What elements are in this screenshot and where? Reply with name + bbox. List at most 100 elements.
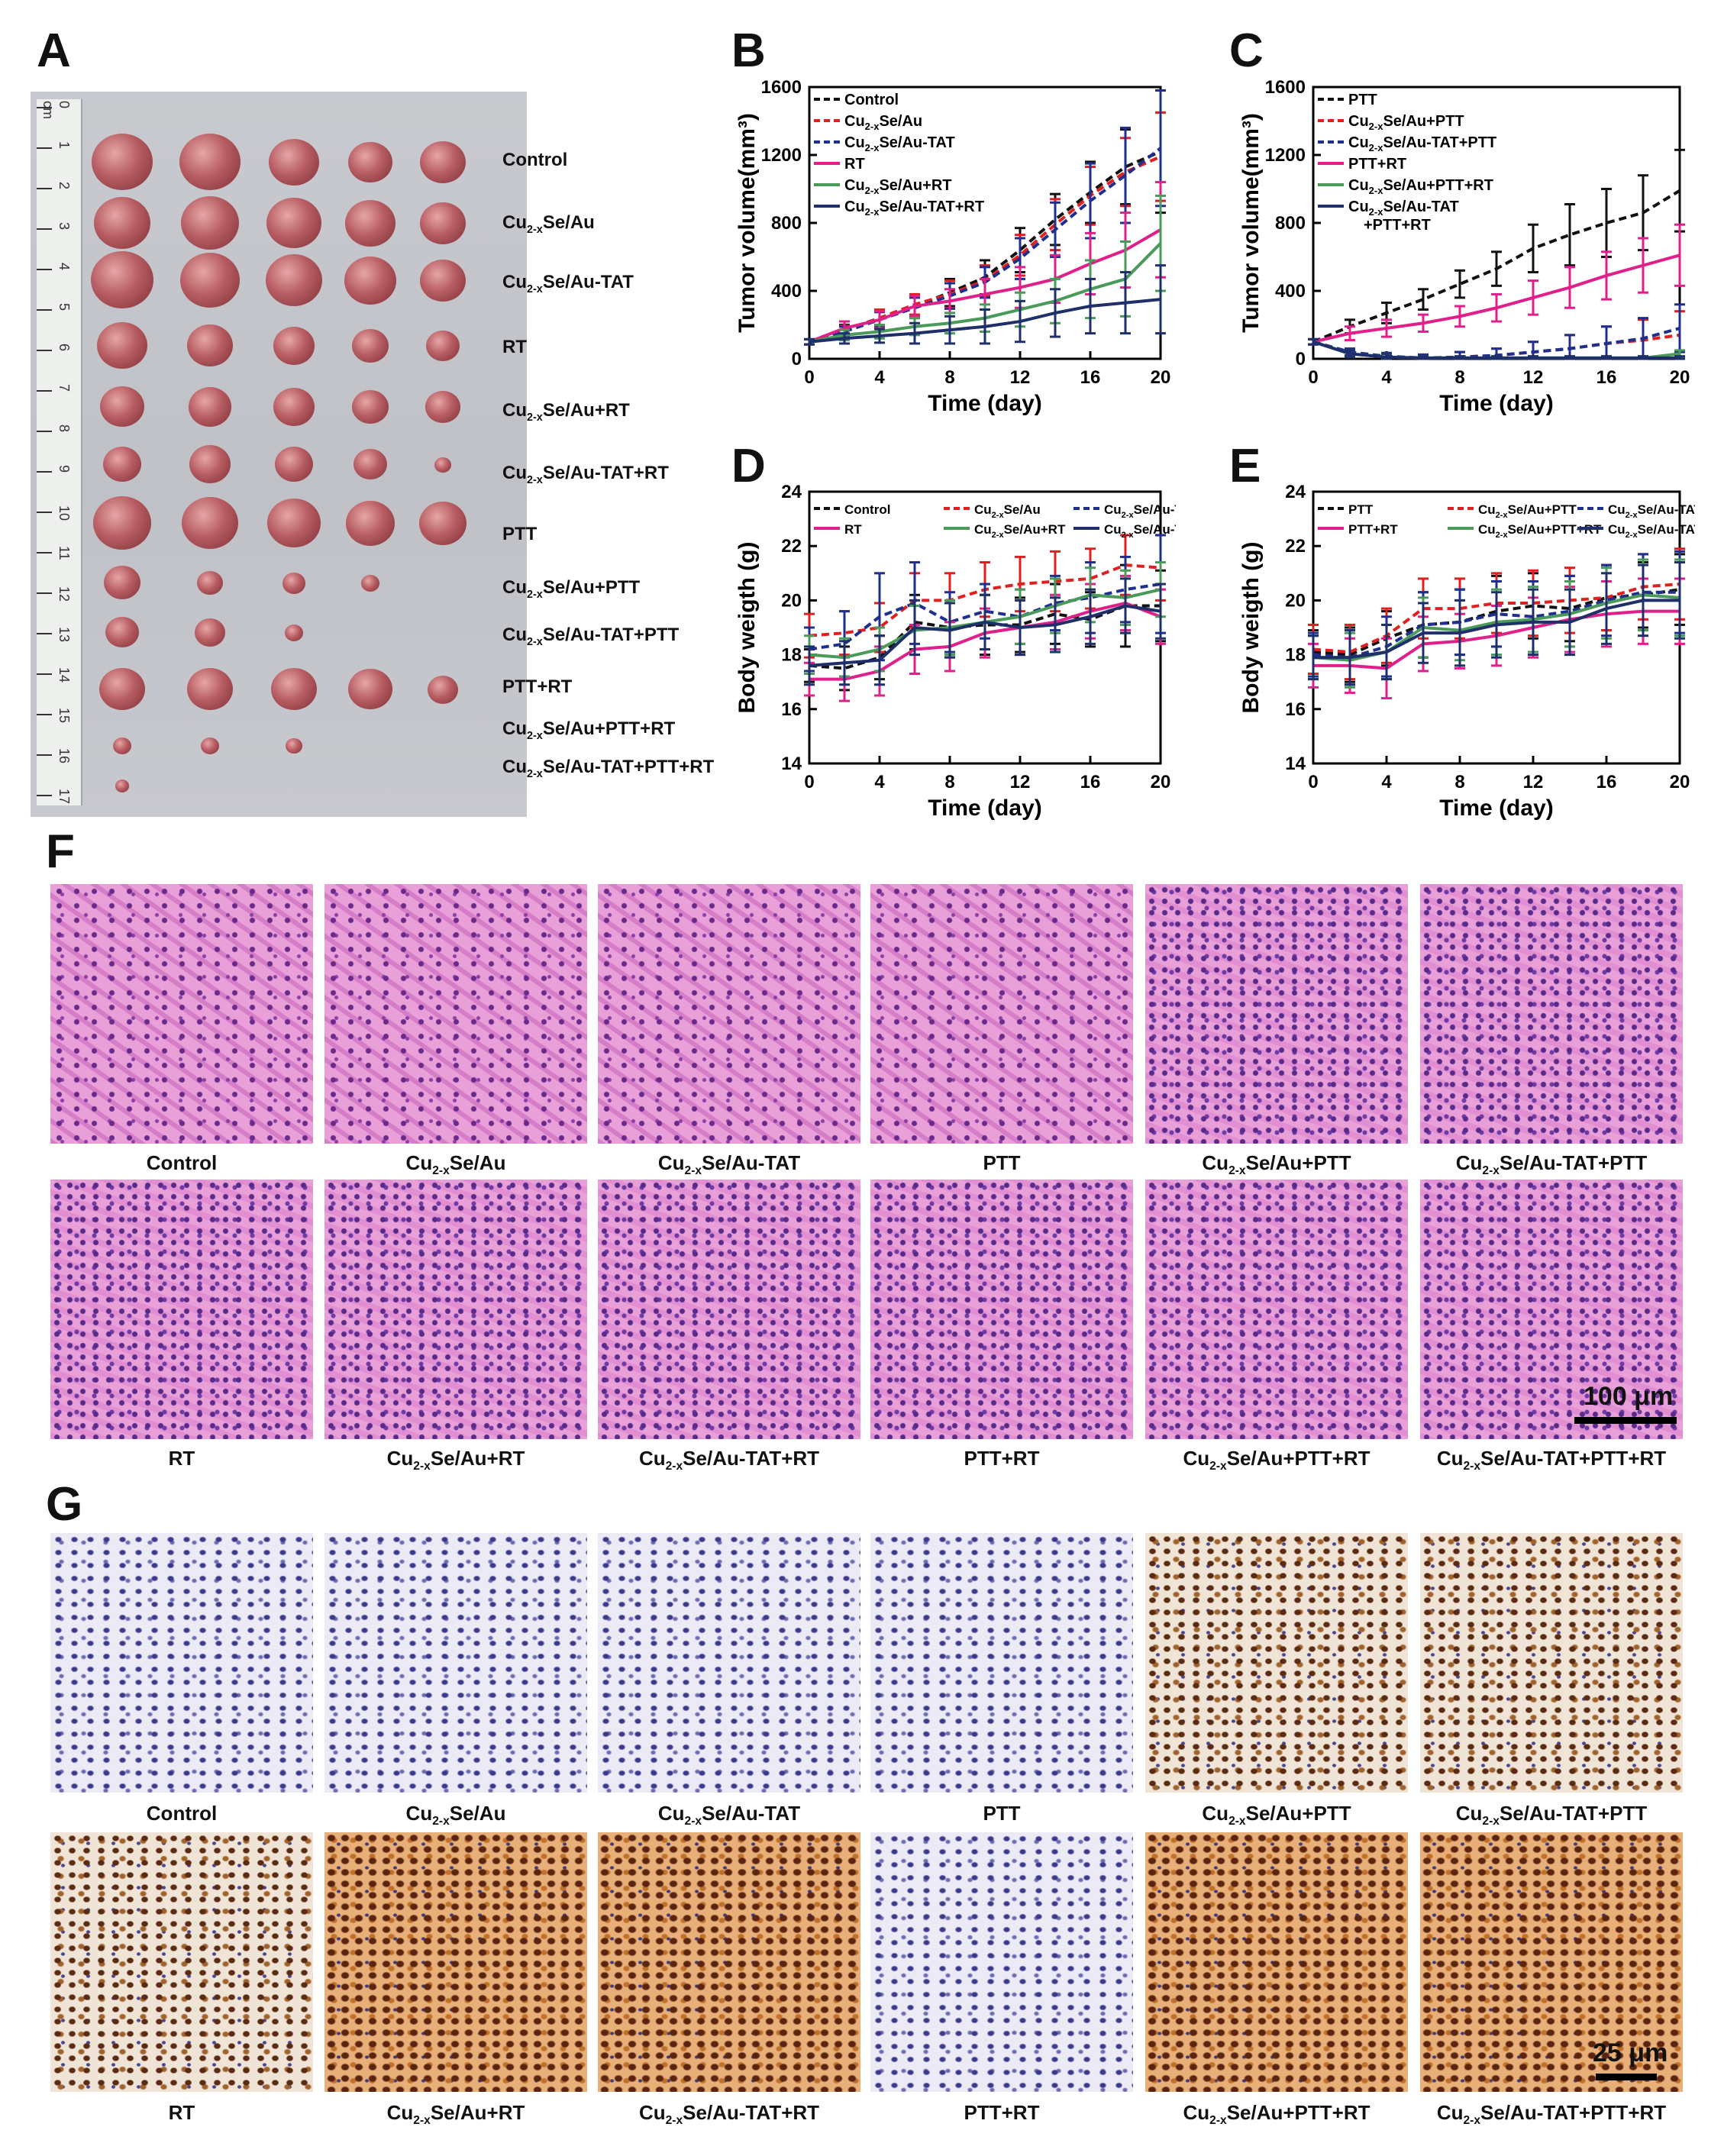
- legend-label: Cu2-xSe/Au-TAT+PTT: [1348, 134, 1496, 153]
- x-axis-label: Time (day): [1439, 796, 1554, 821]
- y-tick-label: 400: [1275, 281, 1306, 302]
- micrograph-image: [1145, 1180, 1408, 1439]
- tumor-sample: [115, 779, 129, 792]
- micrograph-label: Cu2-xSe/Au-TAT+RT: [638, 1447, 820, 1473]
- y-tick-label: 16: [1285, 699, 1306, 720]
- micrograph-image: [324, 1832, 587, 2092]
- micrograph-label: Cu2-xSe/Au+PTT+RT: [1183, 2101, 1370, 2128]
- tumor-sample: [346, 501, 395, 546]
- tumor-sample: [361, 575, 379, 592]
- micrograph-label: Control: [146, 1151, 218, 1174]
- y-axis-label: Body weigth (g): [1238, 542, 1264, 714]
- tumor-photo: 0 cm 1 2 3 4 5 6 7 8 9 10 11 12 13 14 15 16 17: [31, 92, 527, 817]
- tumor-sample: [93, 496, 151, 550]
- y-axis-label: Body weigth (g): [734, 542, 760, 714]
- tumor-sample: [104, 566, 140, 600]
- group-label: Cu2-xSe/Au-TAT+RT: [502, 463, 669, 486]
- panel-label-g: G: [46, 1478, 83, 1531]
- tumor-sample: [189, 445, 231, 483]
- ruler-tick: [37, 471, 52, 473]
- x-tick-label: 16: [1596, 772, 1617, 792]
- legend-label: Cu2-xSe/Au+PTT+RT: [1478, 522, 1602, 540]
- x-tick-label: 20: [1151, 772, 1171, 792]
- ruler-number: 0 cm: [40, 101, 72, 119]
- x-axis-label: Time (day): [928, 391, 1042, 416]
- micrograph-image: [1145, 884, 1408, 1144]
- chart-tumor-volume-c: 0 4 8 12 16 20 0 400 800 1200 1600 Time (day) Tumor …: [1222, 76, 1695, 428]
- tumor-sample: [282, 573, 305, 594]
- micrograph-tile: [1420, 1180, 1683, 1439]
- micrograph-tile: [50, 1533, 313, 1793]
- scale-bar-label: 100 μm: [1584, 1382, 1674, 1411]
- tumor-sample: [100, 386, 144, 428]
- series-line: [1312, 588, 1680, 657]
- series-line: [1313, 599, 1680, 660]
- ruler-number: 10: [56, 505, 72, 521]
- micrograph-tile: [1420, 1832, 1683, 2092]
- tumor-sample: [434, 457, 451, 473]
- micrograph-label: Cu2-xSe/Au+RT: [386, 2101, 525, 2128]
- micrograph-image: [50, 884, 313, 1144]
- micrograph-image: [598, 884, 860, 1144]
- panel-label-d: D: [731, 440, 766, 492]
- tumor-sample: [266, 254, 322, 307]
- x-tick-label: 4: [1381, 367, 1392, 388]
- ruler-tick: [37, 673, 52, 675]
- ruler-number: 15: [56, 708, 72, 724]
- tumor-sample: [271, 668, 317, 711]
- tumor-sample: [420, 141, 466, 184]
- micrograph-label: Cu2-xSe/Au-TAT+PTT: [1455, 1802, 1648, 1828]
- ruler-tick: [37, 390, 52, 392]
- tumor-sample: [187, 324, 233, 367]
- tumor-sample: [103, 447, 141, 482]
- y-tick-label: 22: [781, 536, 802, 557]
- micrograph-tile: [870, 1832, 1133, 2092]
- ruler-number: 2: [56, 182, 72, 190]
- micrograph-tile: [1145, 1533, 1408, 1793]
- micrograph-label: Cu2-xSe/Au+PTT: [1202, 1802, 1351, 1828]
- micrograph-tile: [598, 1180, 860, 1439]
- micrograph-tile: [50, 1180, 313, 1439]
- series-Cu2-xSe/Au-TAT+RT: [804, 577, 1166, 686]
- ruler-tick: [37, 309, 52, 311]
- legend-label: Cu2-xSe/Au-TAT+PTT+RT: [1608, 522, 1695, 540]
- series-PTT+RT: [1308, 223, 1685, 346]
- legend-label: PTT+RT: [1348, 156, 1406, 173]
- micrograph-label: Cu2-xSe/Au-TAT: [657, 1802, 801, 1828]
- micrograph-tile: [598, 1533, 860, 1793]
- y-tick-label: 400: [771, 281, 802, 302]
- ruler-tick: [37, 714, 52, 715]
- tumor-sample: [345, 200, 395, 247]
- micrograph-tile: [50, 1832, 313, 2092]
- tumor-sample: [187, 668, 233, 711]
- group-label: PTT: [502, 524, 538, 544]
- x-tick-label: 8: [944, 367, 954, 388]
- x-tick-label: 8: [1454, 772, 1464, 792]
- y-tick-label: 20: [1285, 590, 1306, 611]
- tumor-sample: [420, 202, 466, 245]
- x-tick-label: 12: [1523, 367, 1544, 388]
- y-tick-label: 1200: [761, 145, 802, 166]
- panel-label-a: A: [37, 24, 71, 77]
- y-tick-label: 24: [1285, 482, 1306, 502]
- micrograph-tile: [324, 884, 587, 1144]
- tumor-sample: [425, 391, 460, 424]
- micrograph-image: [1145, 1533, 1408, 1793]
- legend-label: PTT: [1348, 92, 1377, 108]
- group-label: Cu2-xSe/Au-TAT+PTT: [502, 625, 680, 648]
- micrograph-label: PTT+RT: [964, 2101, 1040, 2124]
- tumor-sample: [348, 669, 392, 710]
- series-line: [1312, 340, 1680, 360]
- tumor-sample: [419, 502, 467, 546]
- x-tick-label: 20: [1151, 367, 1171, 388]
- tumor-sample: [348, 142, 392, 183]
- ruler-tick: [37, 188, 52, 189]
- group-label: Control: [502, 150, 568, 170]
- y-tick-label: 22: [1285, 536, 1306, 557]
- chart-body-weight-d: 0 4 8 12 16 20 14 16 18 20 22 24 Time (day) Body weig…: [718, 481, 1223, 832]
- micrograph-label: Control: [146, 1802, 218, 1825]
- micrograph-image: [324, 884, 587, 1144]
- micrograph-tile: [598, 884, 860, 1144]
- group-label: Cu2-xSe/Au-TAT: [502, 272, 634, 295]
- ruler-number: 6: [56, 344, 72, 352]
